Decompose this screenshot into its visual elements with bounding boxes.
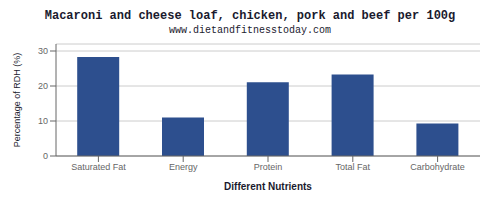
svg-text:Percentage of RDH (%): Percentage of RDH (%) [12,53,22,148]
svg-text:10: 10 [38,116,48,126]
svg-text:30: 30 [38,46,48,56]
svg-text:Carbohydrate: Carbohydrate [410,162,465,172]
svg-text:Energy: Energy [169,162,198,172]
svg-text:Saturated Fat: Saturated Fat [71,162,126,172]
html-text:Macaroni and cheese loaf, chic: Macaroni and cheese loaf, chicken, pork … [44,9,456,23]
svg-text:20: 20 [38,81,48,91]
svg-text:Different Nutrients: Different Nutrients [224,181,312,190]
svg-text:Total Fat: Total Fat [336,162,371,172]
svg-text:Protein: Protein [254,162,283,172]
html-text:www.dietandfitnesstoday.com: www.dietandfitnesstoday.com [169,25,331,36]
svg-text:0: 0 [43,151,48,161]
